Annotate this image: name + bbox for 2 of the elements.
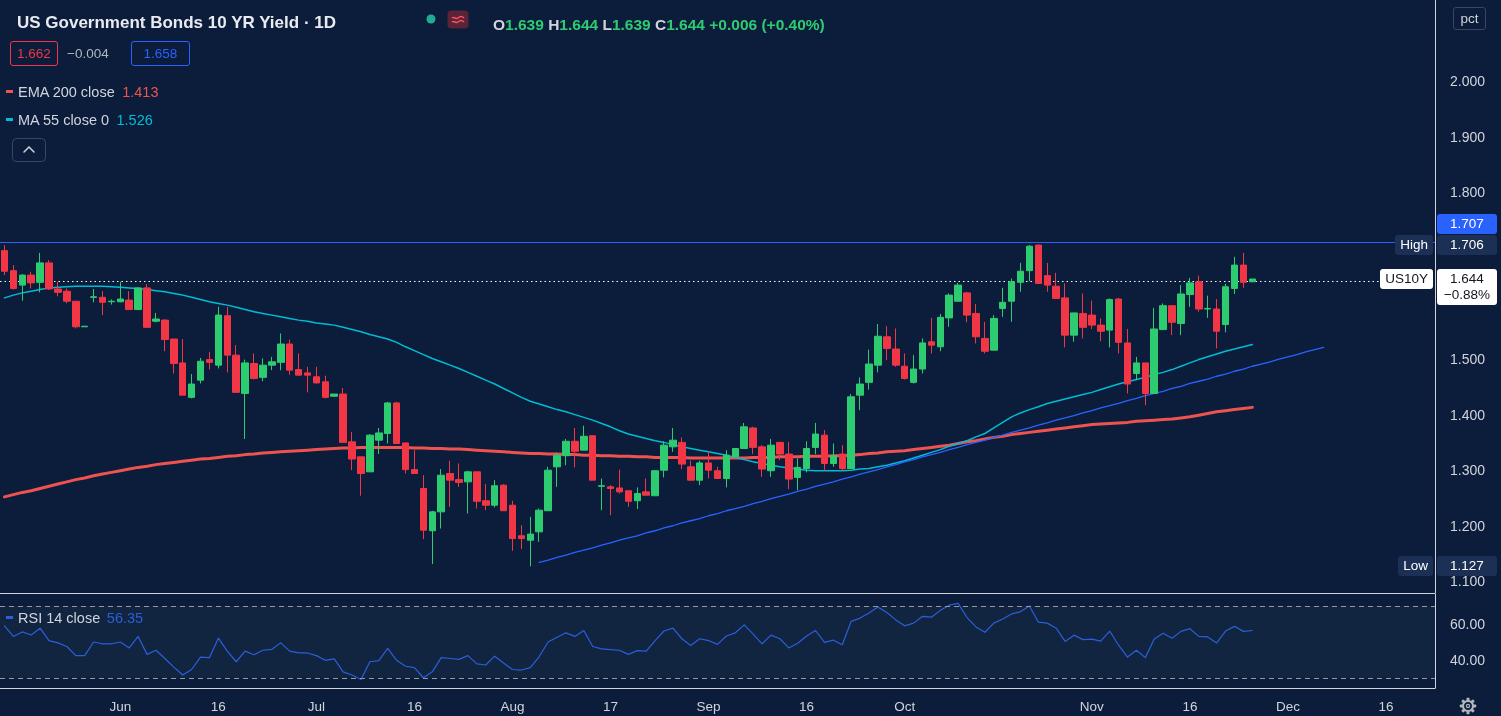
candlestick [10,264,17,291]
candlestick [1,244,8,276]
